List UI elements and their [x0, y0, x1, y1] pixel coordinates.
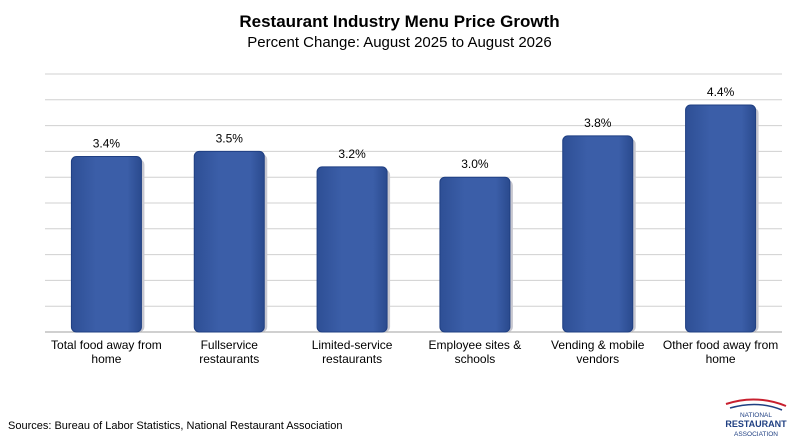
chart-subtitle: Percent Change: August 2025 to August 20… — [247, 34, 552, 51]
bar — [193, 150, 265, 333]
x-tick-label: Fullservice — [201, 338, 259, 352]
data-label: 4.4% — [707, 85, 735, 99]
logo-text-restaurant: RESTAURANT — [725, 419, 787, 429]
data-label: 3.8% — [584, 116, 612, 130]
bar-chart: 3.4%Total food away fromhome3.5%Fullserv… — [45, 73, 782, 366]
x-tick-label: home — [706, 352, 736, 366]
x-tick-label: Limited-service — [312, 338, 393, 352]
x-tick-label: schools — [455, 352, 496, 366]
x-tick-label: vendors — [576, 352, 619, 366]
x-tick-label: home — [91, 352, 121, 366]
bar — [316, 166, 388, 333]
logo-swoosh-blue — [729, 403, 783, 411]
x-tick-label: Other food away from — [663, 338, 778, 352]
national-restaurant-association-logo: NATIONAL RESTAURANT ASSOCIATION — [725, 398, 787, 438]
logo-text-association: ASSOCIATION — [734, 431, 778, 438]
chart-title: Restaurant Industry Menu Price Growth — [239, 12, 560, 31]
logo-swoosh-red — [725, 398, 787, 407]
bar — [685, 104, 757, 333]
bar — [439, 176, 511, 333]
x-tick-label: Employee sites & — [429, 338, 522, 352]
data-label: 3.2% — [338, 147, 366, 161]
x-tick-label: restaurants — [199, 352, 259, 366]
data-label: 3.4% — [93, 137, 121, 151]
x-tick-label: Total food away from — [51, 338, 162, 352]
data-label: 3.5% — [216, 131, 244, 145]
x-tick-label: restaurants — [322, 352, 382, 366]
x-tick-label: Vending & mobile — [551, 338, 645, 352]
bar — [562, 135, 634, 333]
bar — [70, 156, 142, 333]
logo-text-national: NATIONAL — [740, 412, 772, 419]
data-label: 3.0% — [461, 157, 489, 171]
source-note: Sources: Bureau of Labor Statistics, Nat… — [8, 420, 343, 432]
